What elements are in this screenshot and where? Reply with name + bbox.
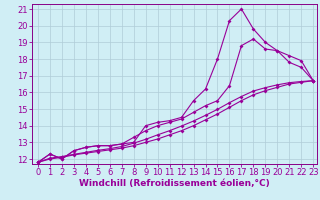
X-axis label: Windchill (Refroidissement éolien,°C): Windchill (Refroidissement éolien,°C) [79,179,270,188]
